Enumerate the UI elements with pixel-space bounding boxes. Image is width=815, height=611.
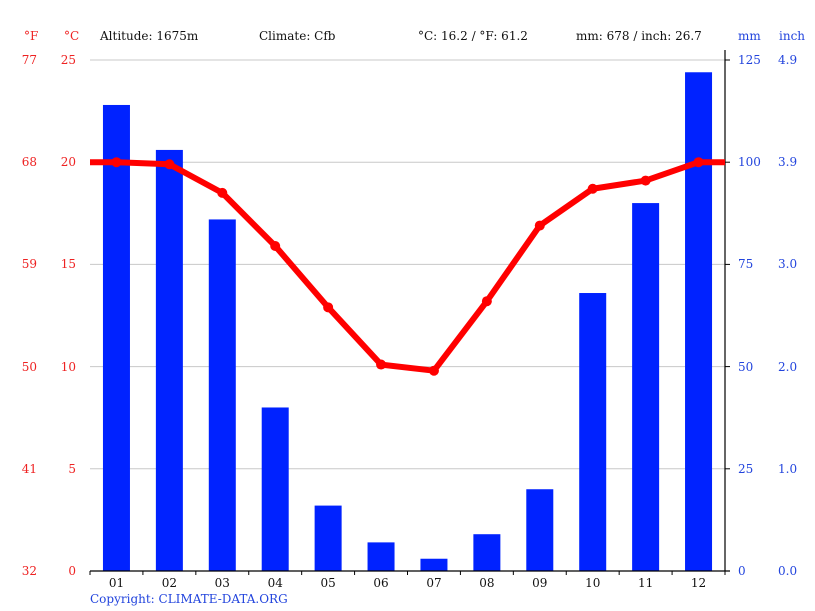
right-mm-tick-label: 75 <box>738 257 754 272</box>
right-inch-tick-label: 4.9 <box>778 53 798 67</box>
precipitation-bar <box>367 542 395 571</box>
precipitation-bar <box>473 534 501 571</box>
left-f-tick-label: 50 <box>21 359 37 374</box>
left-f-tick-label: 68 <box>21 155 37 170</box>
month-label: 06 <box>373 576 389 590</box>
right-mm-tick-label: 50 <box>738 359 754 374</box>
month-label: 11 <box>637 576 654 590</box>
temperature-point <box>323 302 334 313</box>
mm-unit-label: mm <box>738 29 761 43</box>
left-c-tick-label: 20 <box>60 155 76 170</box>
right-mm-tick-label: 0 <box>738 564 746 578</box>
precipitation-bar <box>632 203 660 571</box>
precipitation-bar <box>261 407 289 571</box>
temperature-point <box>640 175 651 186</box>
temperature-point <box>428 365 439 376</box>
temperature-point <box>693 157 704 168</box>
month-label: 05 <box>320 576 336 590</box>
left-f-tick-label: 41 <box>21 461 37 476</box>
right-mm-tick-label: 125 <box>738 53 761 67</box>
left-c-tick-label: 15 <box>60 257 76 272</box>
precipitation-bar <box>420 558 448 571</box>
month-label: 01 <box>108 576 125 590</box>
temperature-point <box>376 359 387 370</box>
precipitation-bar <box>685 72 713 571</box>
month-label: 04 <box>267 576 283 590</box>
precipitation-bar <box>314 505 342 571</box>
precipitation-bar <box>102 104 130 571</box>
temperature-point <box>111 157 122 168</box>
month-label: 08 <box>479 576 495 590</box>
month-label: 02 <box>161 576 178 590</box>
left-c-tick-label: 10 <box>60 359 76 374</box>
right-inch-tick-label: 3.9 <box>778 155 798 170</box>
left-c-tick-label: 25 <box>60 53 76 67</box>
temperature-line <box>90 159 725 374</box>
total-precipitation-label: mm: 678 / inch: 26.7 <box>576 29 702 43</box>
celsius-unit-label: °C <box>64 29 80 43</box>
temperature-point <box>587 183 598 194</box>
right-inch-tick-label: 2.0 <box>778 359 798 374</box>
climate-label: Climate: Cfb <box>259 29 336 43</box>
temperature-point <box>534 220 545 231</box>
right-inch-tick-label: 3.0 <box>778 257 798 272</box>
temperature-point <box>217 187 228 198</box>
inch-unit-label: inch <box>779 29 806 43</box>
fahrenheit-unit-label: °F <box>24 29 39 43</box>
month-label: 12 <box>690 576 707 590</box>
left-c-tick-label: 0 <box>68 564 76 578</box>
precipitation-bar <box>208 219 236 571</box>
right-inch-tick-label: 0.0 <box>778 564 798 578</box>
temperature-point <box>164 159 175 170</box>
right-mm-tick-label: 100 <box>738 155 761 170</box>
temperature-point <box>481 296 492 307</box>
month-label: 09 <box>532 576 548 590</box>
copyright-link[interactable]: Copyright: CLIMATE-DATA.ORG <box>90 592 288 606</box>
month-label: 10 <box>585 576 601 590</box>
left-f-tick-label: 59 <box>21 257 37 272</box>
right-mm-tick-label: 25 <box>738 461 754 476</box>
altitude-label: Altitude: 1675m <box>100 29 199 43</box>
month-label: 03 <box>214 576 230 590</box>
left-f-tick-label: 32 <box>21 564 37 578</box>
precipitation-bar <box>526 489 554 571</box>
average-temperature-label: °C: 16.2 / °F: 61.2 <box>418 29 528 43</box>
temperature-point <box>270 241 281 252</box>
left-c-tick-label: 5 <box>68 461 76 476</box>
month-label: 07 <box>426 576 442 590</box>
right-inch-tick-label: 1.0 <box>778 461 798 476</box>
precipitation-bar <box>155 149 183 571</box>
left-f-tick-label: 77 <box>21 53 37 67</box>
precipitation-bar <box>579 293 607 571</box>
